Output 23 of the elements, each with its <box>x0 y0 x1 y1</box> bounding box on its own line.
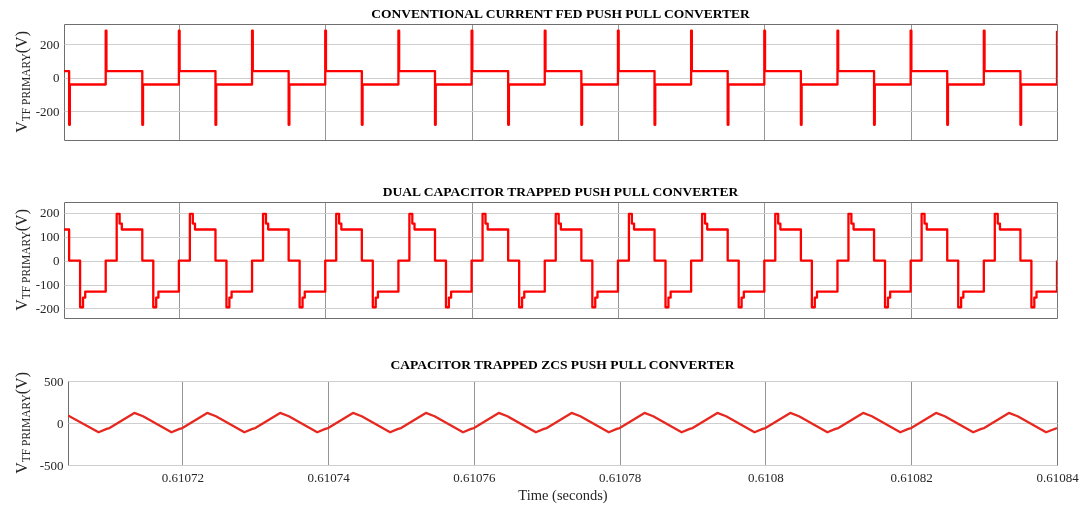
x-tick-label: 0.61078 <box>599 469 642 485</box>
x-tick-label: 0.61074 <box>307 469 351 485</box>
y-tick-label: -200 <box>35 103 60 119</box>
x-axis-title: Time (seconds) <box>518 486 608 504</box>
x-tick-label: 0.61082 <box>890 469 933 485</box>
y-tick-label: 100 <box>40 229 60 245</box>
y-tick-label: 200 <box>40 205 60 221</box>
y-tick-label: 200 <box>40 36 60 52</box>
y-tick-label: 0 <box>53 253 60 269</box>
y-tick-label: 500 <box>44 373 64 389</box>
chart-title: CONVENTIONAL CURRENT FED PUSH PULL CONVERTER <box>371 5 750 21</box>
x-tick-label: 0.61072 <box>161 469 205 485</box>
x-tick-label: 0.6108 <box>748 469 784 485</box>
y-tick-label: -200 <box>35 300 60 316</box>
y-tick-label: -100 <box>35 277 60 293</box>
x-tick-label: 0.61084 <box>1036 469 1080 485</box>
chart-title: DUAL CAPACITOR TRAPPED PUSH PULL CONVERTER <box>382 183 739 199</box>
chart-title: CAPACITOR TRAPPED ZCS PUSH PULL CONVERTER <box>390 356 735 372</box>
y-tick-label: 0 <box>53 70 60 86</box>
x-tick-label: 0.61076 <box>453 469 497 485</box>
line-series <box>68 411 1057 434</box>
y-tick-label: -500 <box>39 457 64 473</box>
y-tick-label: 0 <box>57 415 64 431</box>
